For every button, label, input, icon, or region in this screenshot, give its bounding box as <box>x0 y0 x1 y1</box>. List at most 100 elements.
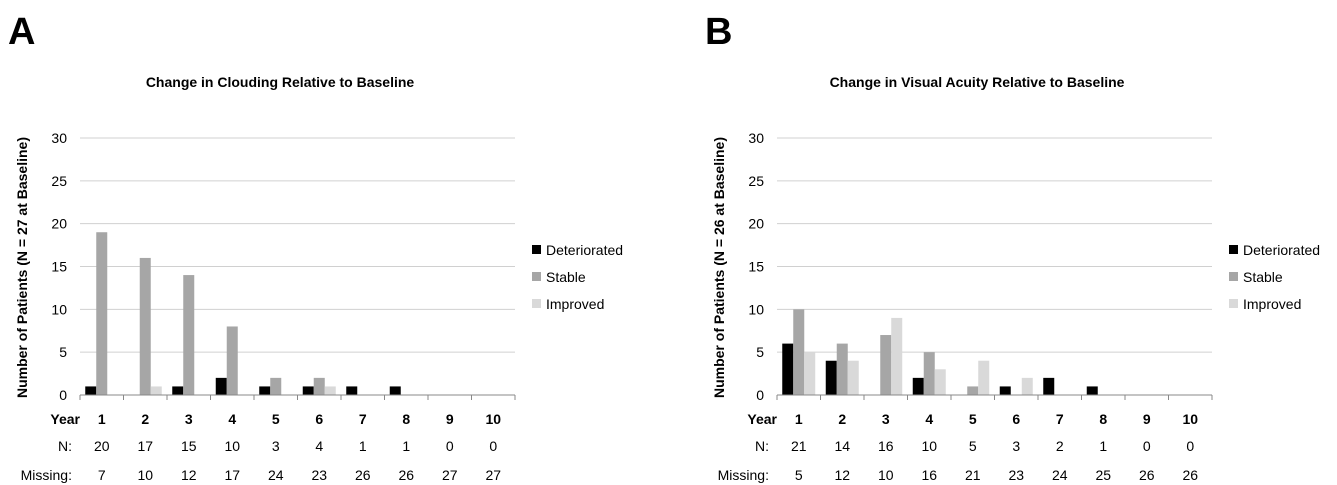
chart-b-missing-value: 25 <box>1095 467 1111 483</box>
chart-b-missing-value: 16 <box>921 467 937 483</box>
chart-b-title: Change in Visual Acuity Relative to Base… <box>830 74 1125 90</box>
chart-b-n-value: 1 <box>1099 438 1107 454</box>
chart-b-n-value: 21 <box>791 438 807 454</box>
chart-a-missing-value: 7 <box>98 467 106 483</box>
chart-a-xtick-label: 9 <box>446 411 454 427</box>
chart-a-legend-swatch-stable <box>532 272 541 281</box>
chart-a-bar-stable-year-2 <box>139 257 151 395</box>
chart-b-ytick-label: 10 <box>748 301 764 317</box>
chart-a-legend-label-improved: Improved <box>546 296 604 312</box>
chart-a-missing-value: 27 <box>442 467 458 483</box>
chart-b-legend-label-deteriorated: Deteriorated <box>1243 242 1320 258</box>
chart-b-legend-label-stable: Stable <box>1243 269 1283 285</box>
chart-a-n-value: 3 <box>272 438 280 454</box>
chart-a-bar-improved-year-2 <box>150 386 162 395</box>
chart-b-legend-label-improved: Improved <box>1243 296 1301 312</box>
chart-b-n-value: 3 <box>1012 438 1020 454</box>
chart-a-xtick-label: 4 <box>228 411 236 427</box>
chart-a-ytick-label: 0 <box>59 387 67 403</box>
chart-b-bar-deteriorated-year-8 <box>1086 386 1098 395</box>
chart-b-bar-deteriorated-year-7 <box>1043 377 1055 395</box>
chart-a-missing-value: 26 <box>355 467 371 483</box>
chart-a-xtick-label: 10 <box>485 411 501 427</box>
chart-b-ytick-label: 20 <box>748 216 764 232</box>
panel-a-clouding: A Change in Clouding Relative to Baseline… <box>0 0 668 485</box>
chart-a-ytick-label: 15 <box>51 259 67 275</box>
chart-a-ytick-label: 30 <box>51 130 67 146</box>
chart-a-n-value: 0 <box>446 438 454 454</box>
chart-a-xtick-label: 7 <box>359 411 367 427</box>
chart-b-bar-improved-year-1 <box>804 352 816 395</box>
chart-a-bar-deteriorated-year-3 <box>172 386 184 395</box>
chart-a-missing-value: 24 <box>268 467 284 483</box>
chart-b-xtick-label: 5 <box>969 411 977 427</box>
chart-b-xtick-label: 10 <box>1182 411 1198 427</box>
chart-b-y-axis-label: Number of Patients (N = 26 at Baseline) <box>711 137 727 398</box>
chart-a-n-value: 1 <box>359 438 367 454</box>
chart-b-bar-improved-year-6 <box>1021 377 1033 395</box>
chart-a-xtick-label: 1 <box>98 411 106 427</box>
chart-a-ytick-label: 10 <box>51 301 67 317</box>
chart-b-bar-stable-year-3 <box>880 335 892 395</box>
chart-b-legend-swatch-stable <box>1229 272 1238 281</box>
chart-a-title: Change in Clouding Relative to Baseline <box>146 74 415 90</box>
chart-a-missing-value: 10 <box>137 467 153 483</box>
chart-a-missing-value: 12 <box>181 467 197 483</box>
chart-b-bar-deteriorated-year-2 <box>825 360 837 395</box>
chart-b-missing-value: 24 <box>1052 467 1068 483</box>
chart-a-legend-label-deteriorated: Deteriorated <box>546 242 623 258</box>
chart-a-n-row-label: N: <box>58 438 72 454</box>
chart-b-ytick-label: 25 <box>748 173 764 189</box>
chart-a-bar-deteriorated-year-5 <box>259 386 271 395</box>
chart-b-missing-value: 26 <box>1182 467 1198 483</box>
chart-a-n-value: 20 <box>94 438 110 454</box>
chart-a-xtick-label: 2 <box>141 411 149 427</box>
chart-a-panel-letter: A <box>8 11 35 53</box>
chart-a-bar-improved-year-6 <box>324 386 336 395</box>
chart-a-bar-stable-year-3 <box>183 275 195 395</box>
chart-a-ytick-label: 25 <box>51 173 67 189</box>
chart-b-bar-stable-year-5 <box>967 386 979 395</box>
chart-a-n-value: 0 <box>489 438 497 454</box>
chart-a-bar-deteriorated-year-4 <box>215 377 227 395</box>
chart-b-missing-value: 23 <box>1008 467 1024 483</box>
chart-b-missing-row-label: Missing: <box>718 467 769 483</box>
chart-a-missing-value: 27 <box>485 467 501 483</box>
chart-b-xtick-label: 6 <box>1012 411 1020 427</box>
chart-b-svg: B Change in Visual Acuity Relative to Bas… <box>705 11 1320 483</box>
chart-b-panel-letter: B <box>705 11 732 53</box>
chart-b-ytick-label: 30 <box>748 130 764 146</box>
chart-a-missing-value: 17 <box>224 467 240 483</box>
chart-b-bar-deteriorated-year-6 <box>999 386 1011 395</box>
chart-b-n-value: 10 <box>921 438 937 454</box>
chart-b-legend-swatch-deteriorated <box>1229 245 1238 254</box>
chart-a-legend-swatch-deteriorated <box>532 245 541 254</box>
chart-a-xtick-label: 5 <box>272 411 280 427</box>
chart-a-legend-label-stable: Stable <box>546 269 586 285</box>
chart-b-xtick-label: 4 <box>925 411 933 427</box>
chart-a-bar-deteriorated-year-1 <box>85 386 97 395</box>
chart-b-missing-value: 5 <box>795 467 803 483</box>
chart-b-missing-value: 21 <box>965 467 981 483</box>
chart-a-year-row-label: Year <box>50 411 80 427</box>
chart-a-n-value: 15 <box>181 438 197 454</box>
chart-b-n-row-label: N: <box>755 438 769 454</box>
chart-b-n-value: 14 <box>834 438 850 454</box>
chart-b-ytick-label: 5 <box>756 344 764 360</box>
chart-a-bar-deteriorated-year-6 <box>302 386 314 395</box>
chart-a-ytick-label: 20 <box>51 216 67 232</box>
chart-a-bar-deteriorated-year-7 <box>346 386 358 395</box>
chart-a-n-value: 4 <box>315 438 323 454</box>
chart-a-y-axis-label: Number of Patients (N = 27 at Baseline) <box>14 137 30 398</box>
panel-b-visual-acuity: B Change in Visual Acuity Relative to Bas… <box>697 0 1337 485</box>
chart-b-bar-improved-year-3 <box>891 317 903 395</box>
chart-a-bar-deteriorated-year-8 <box>389 386 401 395</box>
chart-b-xtick-label: 2 <box>838 411 846 427</box>
chart-a-n-value: 1 <box>402 438 410 454</box>
chart-a-missing-value: 26 <box>398 467 414 483</box>
chart-a-ytick-label: 5 <box>59 344 67 360</box>
chart-b-xtick-label: 1 <box>795 411 803 427</box>
chart-a-n-value: 17 <box>137 438 153 454</box>
chart-b-bar-deteriorated-year-1 <box>782 343 794 395</box>
chart-b-year-row-label: Year <box>747 411 777 427</box>
